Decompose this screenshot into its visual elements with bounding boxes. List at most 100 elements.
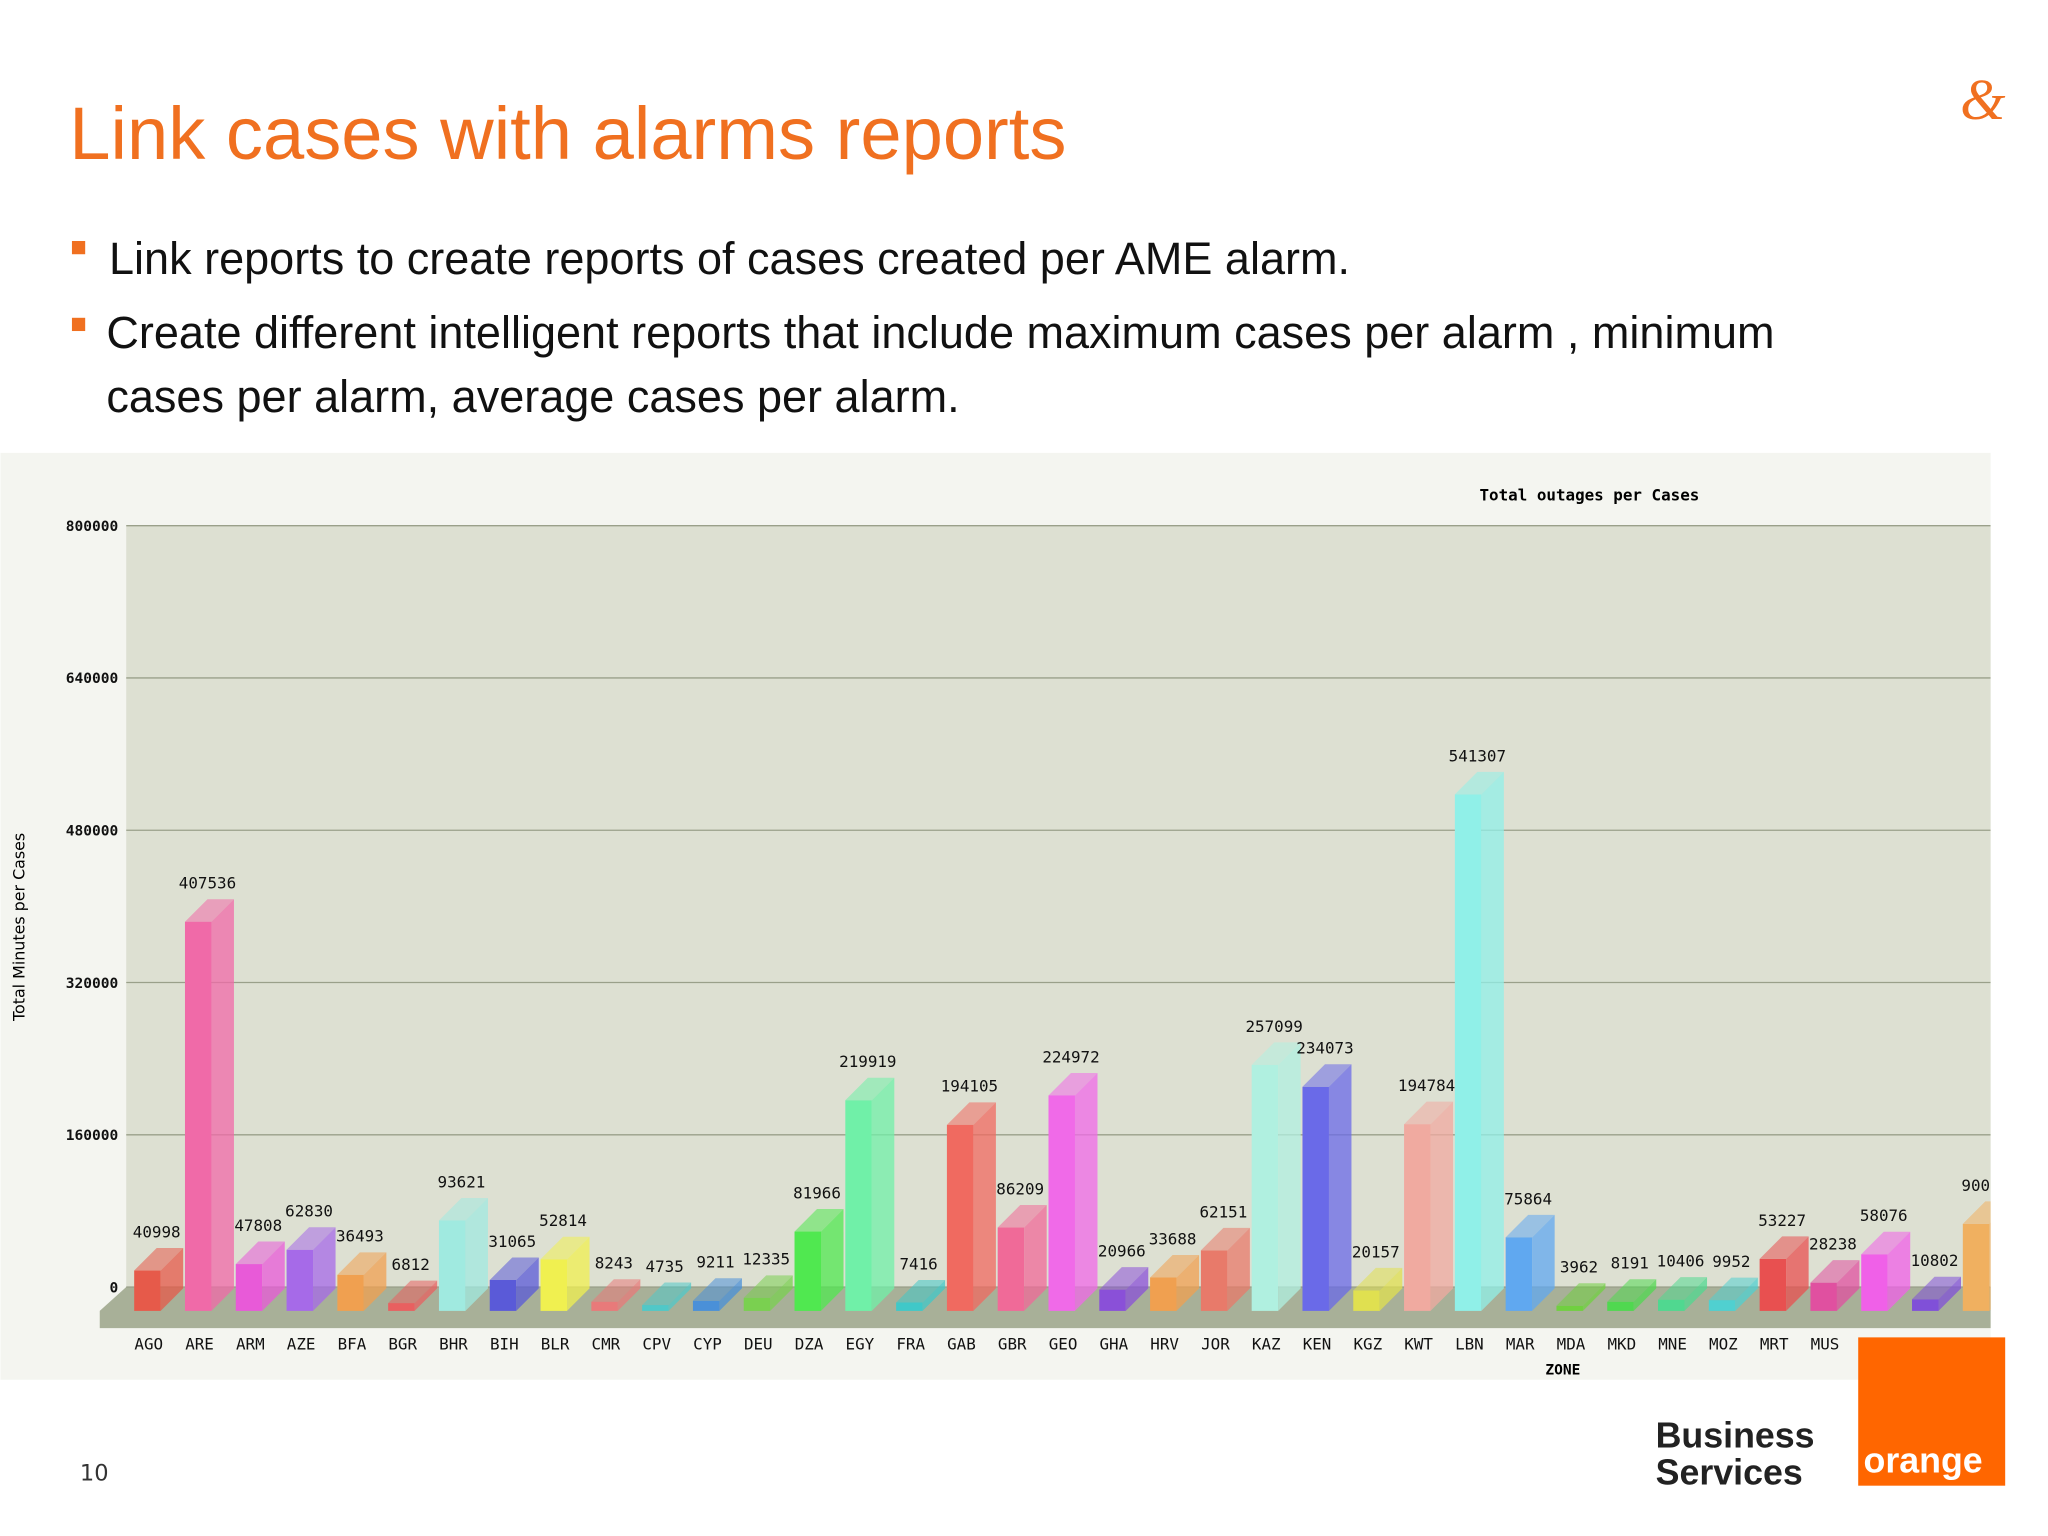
value-label: 9952	[1712, 1252, 1750, 1271]
bar	[1912, 1276, 1962, 1311]
bar	[1150, 1255, 1200, 1311]
bar-side	[363, 1252, 387, 1311]
value-label: 28238	[1809, 1235, 1857, 1254]
bar-side	[313, 1227, 336, 1311]
bar-side	[1786, 1236, 1809, 1311]
bar-side	[262, 1241, 285, 1311]
x-tick-label: MUS	[1811, 1334, 1840, 1353]
bar-front	[642, 1305, 669, 1311]
bar	[1454, 771, 1504, 1311]
bar-top	[1962, 1201, 1991, 1224]
x-tick-label: BLR	[541, 1334, 570, 1353]
value-label: 12335	[742, 1250, 790, 1269]
bar-side	[668, 1282, 692, 1311]
bar-top	[1454, 771, 1504, 795]
bar-front	[235, 1264, 263, 1311]
bar-side	[567, 1236, 590, 1311]
bullet-text: Create different intelligent reports tha…	[106, 308, 1775, 423]
x-tick-label: AGO	[134, 1334, 163, 1353]
bar	[337, 1252, 387, 1311]
bar-front	[1658, 1299, 1685, 1311]
bar-side	[1024, 1205, 1047, 1311]
brand-name: orange	[1864, 1440, 1983, 1480]
bar-top	[1759, 1236, 1809, 1259]
bar-front	[1962, 1223, 1990, 1311]
value-label: 47808	[234, 1216, 282, 1235]
bar	[997, 1205, 1047, 1311]
bar	[1759, 1236, 1809, 1311]
value-label: 219919	[839, 1052, 896, 1071]
y-tick-label: 480000	[66, 823, 119, 840]
chart-title: Total outages per Cases	[1479, 486, 1699, 505]
value-label: 31065	[488, 1232, 536, 1251]
value-label: 3962	[1560, 1258, 1598, 1277]
bar-side	[160, 1248, 184, 1311]
bar-side	[1532, 1214, 1555, 1311]
bar-front	[946, 1124, 974, 1311]
bar-front	[845, 1100, 872, 1311]
value-label: 62830	[285, 1202, 333, 1221]
x-tick-label: LBN	[1455, 1334, 1484, 1353]
bar	[692, 1278, 742, 1311]
bar-side	[1633, 1279, 1657, 1311]
value-label: 257099	[1246, 1017, 1303, 1036]
bar-front	[1556, 1305, 1583, 1311]
bar	[1200, 1227, 1250, 1311]
bar-side	[211, 899, 234, 1311]
x-tick-label: GBR	[998, 1334, 1027, 1353]
value-label: 9211	[696, 1253, 734, 1272]
bar	[896, 1280, 946, 1311]
x-tick-label: KWT	[1404, 1334, 1433, 1353]
bar	[388, 1280, 438, 1311]
bar-front	[286, 1249, 314, 1311]
bar-top	[591, 1279, 641, 1302]
slide-title: Link cases with alarms reports	[69, 92, 1066, 175]
bar	[184, 899, 234, 1311]
bar-top	[794, 1209, 844, 1232]
bar-top	[1810, 1260, 1860, 1283]
bar-top	[642, 1282, 692, 1306]
value-label: 7416	[900, 1254, 938, 1273]
bar	[591, 1279, 641, 1311]
value-label: 4735	[646, 1257, 684, 1276]
value-label: 53227	[1758, 1211, 1806, 1230]
bar-top	[1048, 1072, 1098, 1096]
bar-front	[1099, 1289, 1126, 1311]
bar-top	[1556, 1283, 1606, 1306]
bar-top	[438, 1197, 488, 1221]
brand-line: Business	[1656, 1415, 1815, 1455]
bar-top	[896, 1280, 946, 1303]
bar-side	[1582, 1283, 1606, 1311]
bar	[946, 1102, 996, 1311]
x-tick-label: CPV	[642, 1334, 671, 1353]
bar-front	[388, 1303, 415, 1311]
bar-top	[845, 1077, 895, 1101]
bar	[286, 1227, 336, 1311]
bar	[134, 1248, 184, 1311]
x-tick-label: BHR	[439, 1334, 468, 1353]
x-tick-label: ARM	[236, 1334, 265, 1353]
bar-top	[134, 1248, 184, 1271]
x-tick-label: MDA	[1557, 1334, 1586, 1353]
value-label: 224972	[1042, 1047, 1099, 1066]
bar-side	[465, 1197, 488, 1311]
value-label: 8191	[1611, 1254, 1649, 1273]
x-tick-label: BFA	[338, 1334, 367, 1353]
bar-top	[1302, 1064, 1352, 1087]
bar	[235, 1241, 285, 1311]
x-tick-label: MAR	[1506, 1334, 1535, 1353]
bar	[794, 1209, 844, 1311]
bar-front	[743, 1297, 771, 1311]
bullet-box: Create different intelligent reports tha…	[106, 308, 1775, 423]
bar-top	[997, 1205, 1047, 1228]
bar-top	[1404, 1101, 1454, 1125]
bar-side	[1125, 1267, 1149, 1311]
bar	[1708, 1277, 1758, 1311]
value-label: 81966	[793, 1183, 841, 1202]
value-label: 10802	[1911, 1251, 1959, 1270]
y-tick-label: 320000	[66, 975, 119, 992]
bar	[845, 1077, 895, 1311]
x-tick-label: KGZ	[1353, 1334, 1382, 1353]
bar	[1962, 1201, 1991, 1311]
